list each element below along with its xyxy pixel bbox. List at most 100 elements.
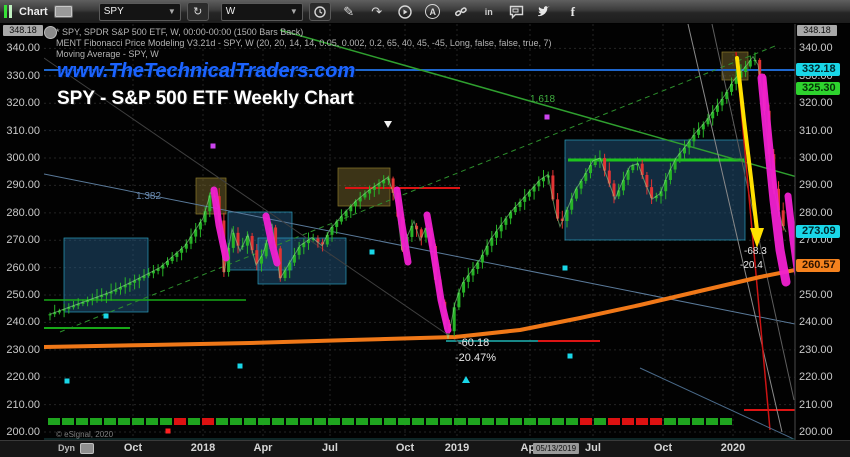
down-triangle-marker [384,121,392,128]
price-tick-label: 230.00 [6,343,40,356]
trend-strip-segment [692,418,704,425]
price-level-badge: 260.57 [796,259,840,273]
price-tick-label: 210.00 [799,398,833,411]
play-circle-icon [398,4,412,19]
price-tick-label: 240.00 [799,316,833,329]
trend-strip-segment [412,418,424,425]
chart-marker [237,363,243,369]
price-tick-label: 330.00 [6,69,40,82]
chart-area: 1.382 1.618 -60.18 -20.47% -68.3 -20.4 * SPY,… [0,24,850,440]
trend-strip-segment [510,418,522,425]
linkedin-icon: in [484,6,493,17]
link-icon [454,6,467,16]
price-tick-label: 270.00 [6,234,40,247]
redo-tool-button[interactable]: ↷ [367,3,387,21]
price-tick-label: 240.00 [6,316,40,329]
trend-strip-segment [552,418,564,425]
chart-marker [210,143,216,149]
trend-strip-segment [678,418,690,425]
chart-annotation: -60.18 [458,337,489,349]
draw-tool-button[interactable]: ✎ [339,3,359,21]
annotate-button[interactable]: A [423,3,443,21]
trend-strip-segment [188,418,200,425]
price-tick-label: 290.00 [799,179,833,192]
toolbar: Chart SPY ▼ ↻ W ▼ ✎ ↷ A in f [0,0,850,24]
price-chart-canvas[interactable]: 1.382 1.618 -60.18 -20.47% -68.3 -20.4 [0,24,850,440]
price-tick-label: 250.00 [6,289,40,301]
refresh-symbol-button[interactable]: ↻ [186,2,209,21]
trend-strip-segment [426,418,438,425]
facebook-icon: f [570,3,575,19]
trend-strip-segment [538,418,550,425]
trend-strip-segment [160,418,172,425]
yellow-arrow-line [735,56,759,232]
short-ma-line [49,55,787,339]
price-tick-label: 260.00 [6,261,40,274]
symbol-dropdown[interactable]: SPY ▼ [98,2,181,21]
trend-strip-segment [566,418,578,425]
price-tick-label: 290.00 [6,179,40,192]
price-tick-label: 320.00 [6,97,40,110]
chart-window-title: Chart [19,5,48,18]
trend-strip-segment [706,418,718,425]
trend-strip-segment [216,418,228,425]
time-settings-button[interactable] [308,2,331,21]
chart-marker [369,249,375,255]
study-header-line: MENT Fibonacci Price Modeling V3.21d - S… [56,38,552,48]
yellow-arrow-head [750,228,764,248]
comment-button[interactable] [507,3,527,21]
chart-marker [64,378,70,384]
chevron-down-icon: ▼ [167,7,176,16]
magenta-momentum-stroke [262,212,281,267]
trend-strip-segment [202,418,214,425]
plot-layer: 1.382 1.618 -60.18 -20.47% -68.3 -20.4 [44,24,795,439]
trend-strip-segment [76,418,88,425]
refresh-icon: ↻ [193,6,203,18]
trend-strip-segment [244,418,256,425]
trend-strip-segment [482,418,494,425]
twitter-button[interactable] [535,3,555,21]
dyn-badge-icon[interactable] [80,443,94,454]
chart-corner-icon[interactable] [44,26,57,39]
replay-button[interactable] [395,3,415,21]
trend-strip-segment [272,418,284,425]
price-tick-label: 220.00 [6,371,40,384]
trend-strip-segment [440,418,452,425]
chart-marker [562,265,568,271]
trend-strip-segment [342,418,354,425]
interval-dropdown[interactable]: W ▼ [220,2,303,21]
trend-strip-segment [664,418,676,425]
twitter-icon [538,6,551,17]
support-zone [564,139,746,241]
trend-strip-segment [300,418,312,425]
dyn-toggle[interactable]: Dyn [58,443,76,453]
price-tick-label: 280.00 [6,206,40,219]
chart-window-badge-icon [53,5,73,18]
price-tick-label: 300.00 [799,152,833,164]
facebook-button[interactable]: f [563,3,583,21]
price-tick-label: 320.00 [799,97,833,110]
analysis-line [639,367,795,439]
trend-strip-segment [636,418,648,425]
time-tick-label: 2019 [444,442,470,454]
orange-ma-line [44,267,795,349]
clock-icon [314,5,326,18]
chart-annotation: 1.382 [136,191,161,202]
chart-marker [567,353,573,359]
magenta-momentum-stroke [210,186,230,262]
time-tick-label: 2020 [720,442,746,454]
trend-strip-segment [398,418,410,425]
time-axis[interactable]: Dyn Oct 2018 Apr Jul Oct 2019 Apr Jul Oct 2020 05/… [0,440,850,457]
link-button[interactable] [451,3,471,21]
trend-strip-segment [720,418,732,425]
date-cursor-badge: 05/13/2019 [532,443,580,454]
price-tick-label: 210.00 [6,398,40,411]
analysis-line [44,173,795,325]
analysis-line [44,57,471,351]
time-tick-label: Apr [253,442,273,454]
trend-strip-segment [90,418,102,425]
linkedin-button[interactable]: in [479,3,499,21]
chevron-down-icon: ▼ [289,7,298,16]
trend-strip-segment [580,418,592,425]
price-level-badge: 325.30 [796,81,840,95]
